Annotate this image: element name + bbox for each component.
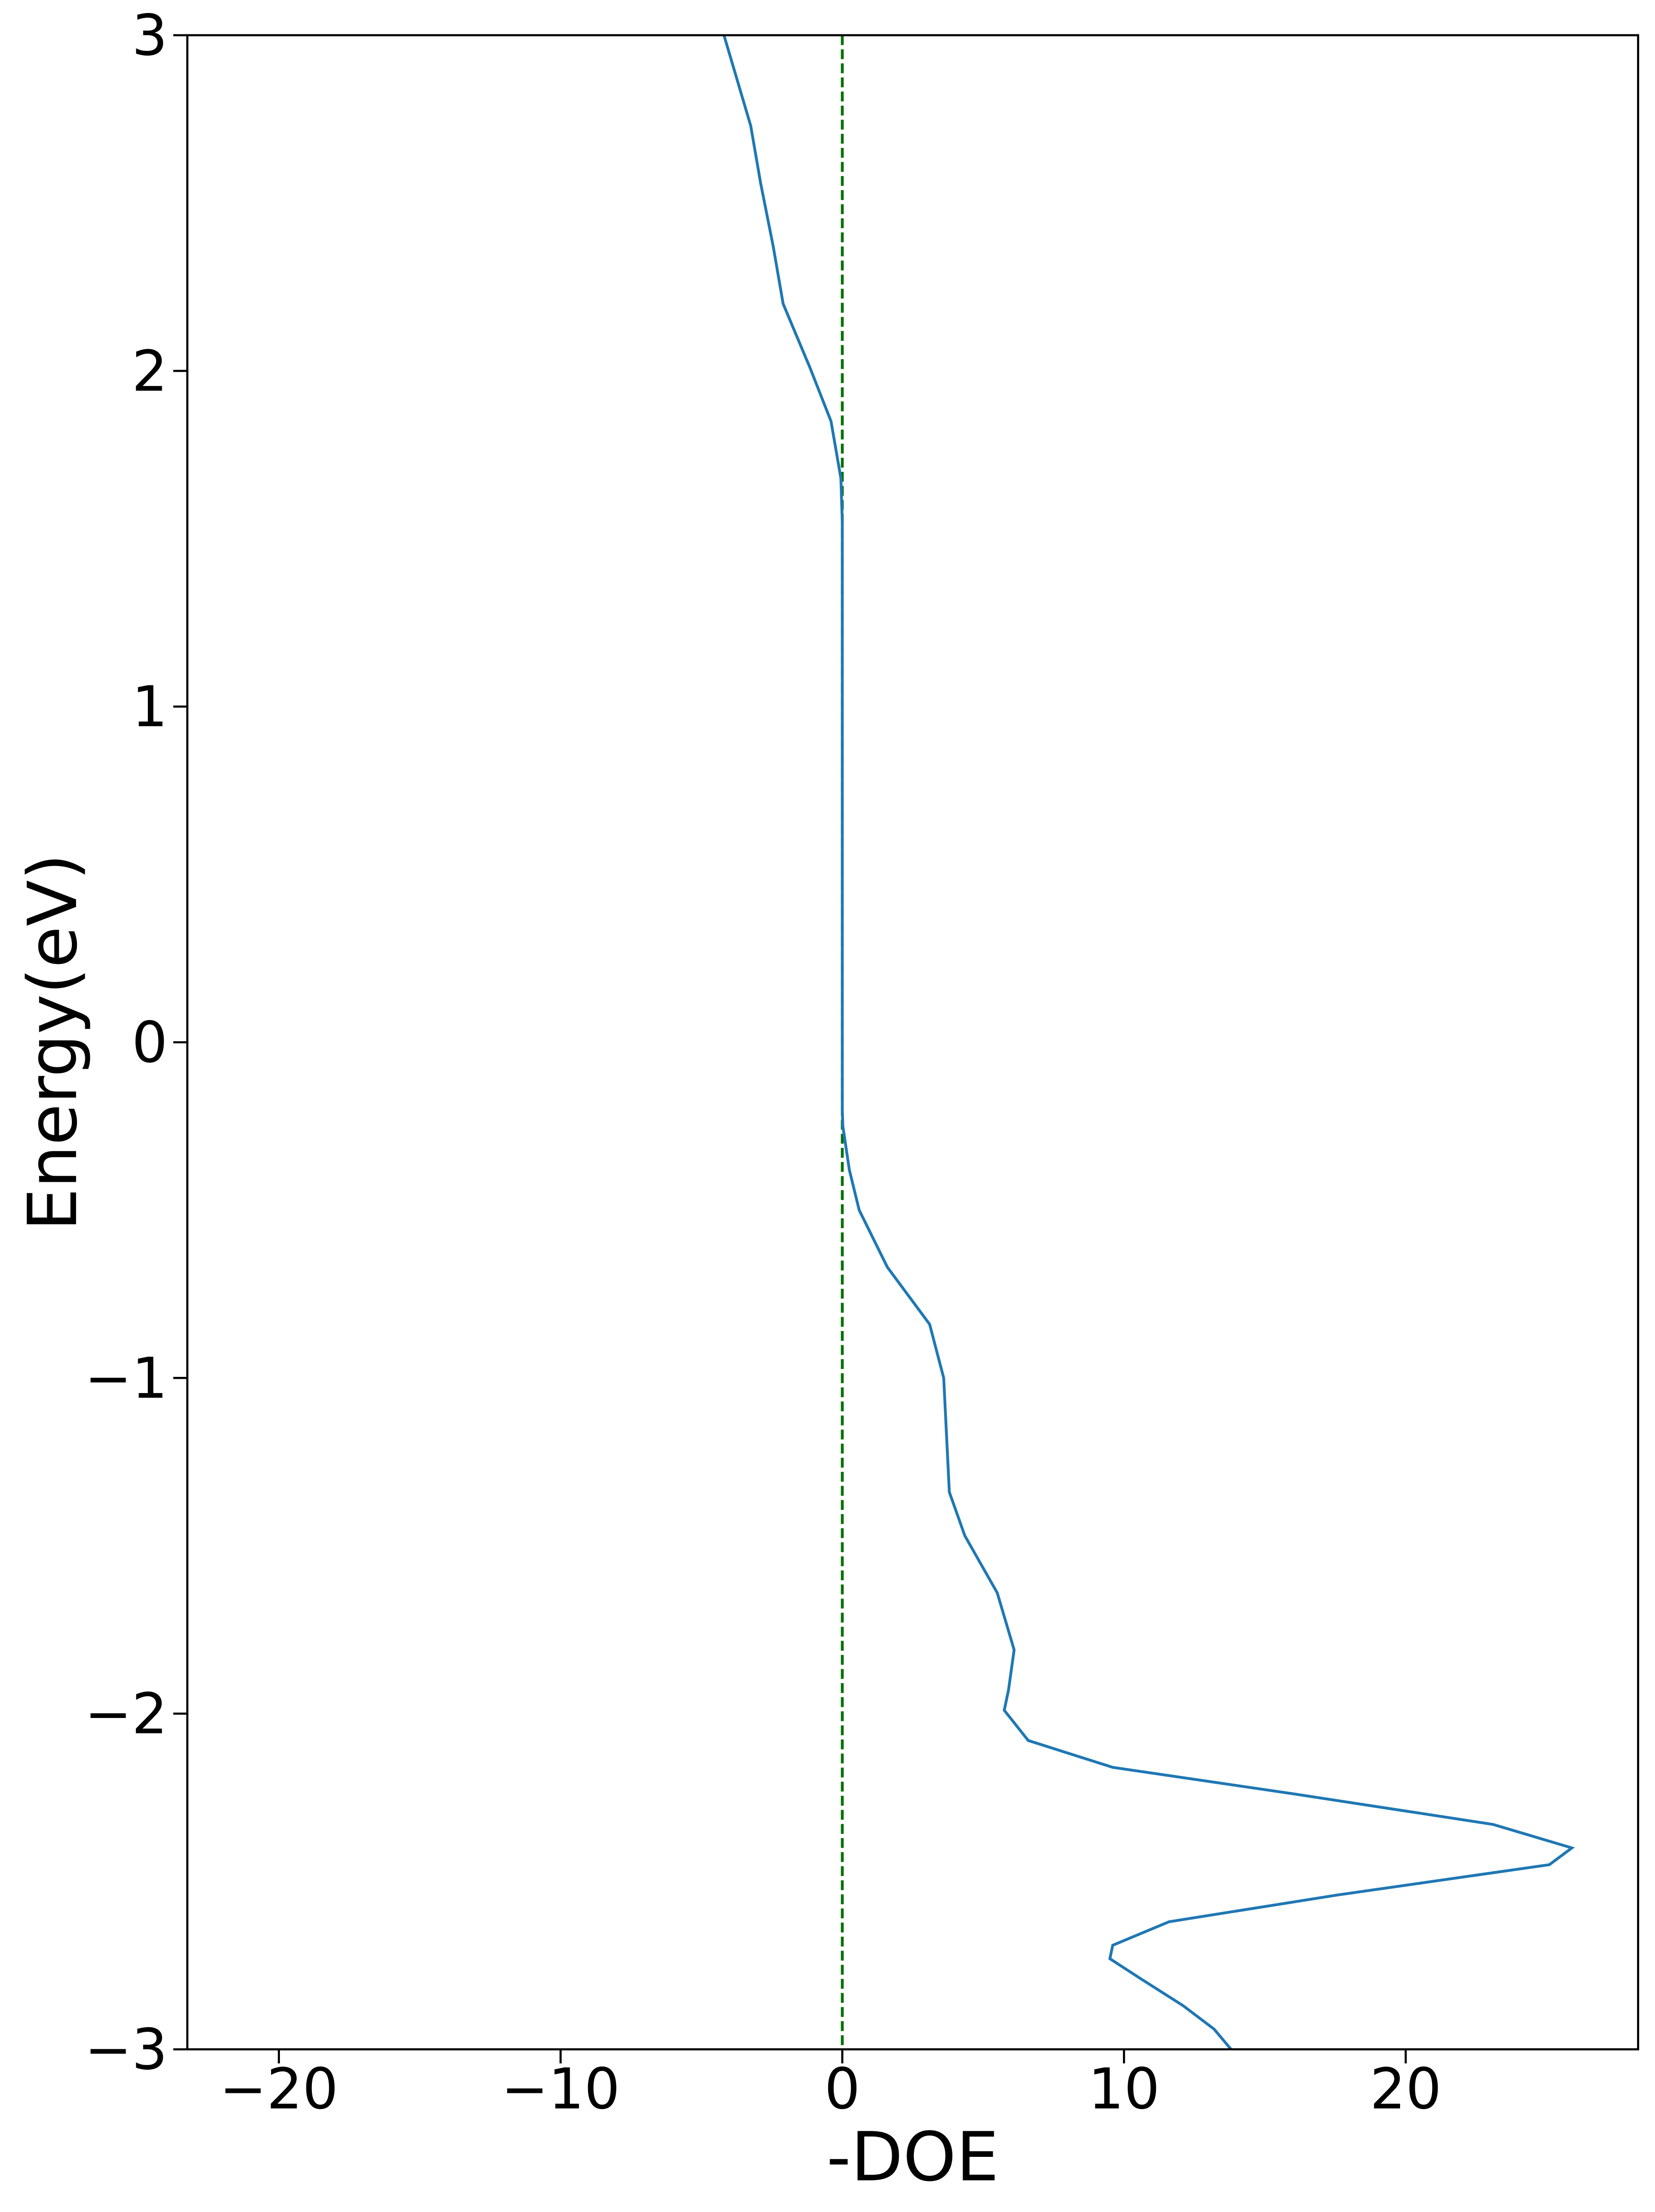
plot-frame (186, 34, 1639, 2051)
y-tick-label: −3 (84, 2017, 167, 2083)
y-tick-label: 2 (132, 338, 167, 404)
y-tick-label: 1 (132, 674, 167, 740)
x-tick-label: −20 (219, 2056, 338, 2122)
x-tick-label: 0 (824, 2056, 860, 2122)
y-axis-label: Energy(eV) (14, 854, 92, 1231)
y-tick-label: 3 (132, 3, 167, 69)
y-tick-label: 0 (132, 1010, 167, 1076)
x-axis-label: -DOE (826, 2118, 999, 2197)
data-line (723, 35, 1575, 2050)
x-tick-label: 10 (1088, 2056, 1160, 2122)
y-tick-label: −1 (84, 1345, 167, 1411)
x-tick-label: −10 (501, 2056, 620, 2122)
x-tick-label: 20 (1370, 2056, 1442, 2122)
y-tick-label: −2 (84, 1681, 167, 1747)
